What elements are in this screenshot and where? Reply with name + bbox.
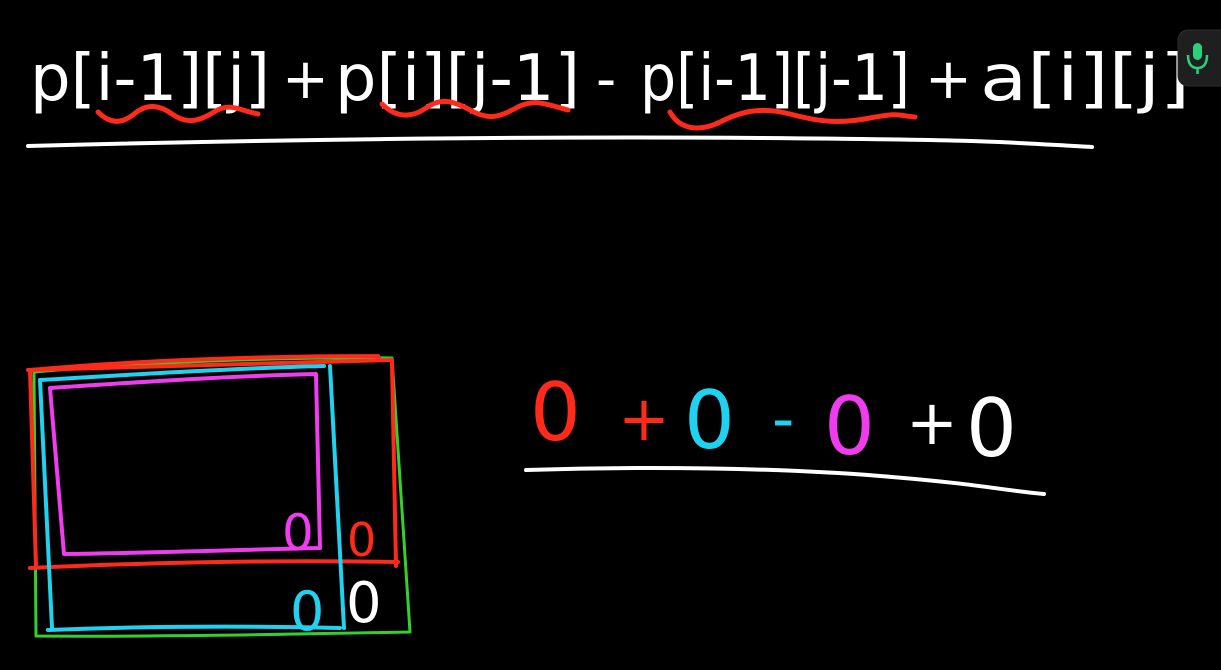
grid-red-top: [26, 358, 394, 372]
grid-cyan-outline: [38, 364, 346, 632]
prefix-grid-diagram: 0 0 0 0: [26, 354, 412, 643]
microphone-button[interactable]: [1177, 29, 1221, 87]
equation-token-3: 0: [684, 374, 735, 467]
formula-underline-red-3: [667, 107, 918, 131]
formula-term-1: p[i-1][j]: [30, 42, 270, 116]
magenta-cell-value: 0: [282, 504, 314, 562]
colored-equation: 0 + 0 - 0 + 0: [524, 366, 1046, 496]
equation-token-7: 0: [966, 382, 1017, 475]
cyan-cell-value: 0: [290, 580, 324, 643]
formula-op-2: -: [596, 47, 616, 112]
formula-op-3: +: [925, 47, 972, 112]
white-cell-value: 0: [346, 571, 382, 636]
grid-magenta-outline: [48, 372, 322, 556]
formula-term-4: a[i][j]: [980, 42, 1190, 116]
formula-term-3: p[i-1][j-1]: [640, 42, 910, 116]
grid-red-outline: [28, 354, 400, 570]
equation-token-1: 0: [530, 366, 581, 459]
equation-token-4: -: [772, 382, 794, 455]
equation-token-6: +: [906, 386, 958, 459]
formula-underline-red-2: [379, 99, 571, 119]
formula-underline: [26, 135, 1094, 149]
grid-green-outline: [32, 356, 412, 638]
formula-op-1: +: [282, 47, 329, 112]
formula-underline-red-1: [95, 104, 261, 124]
formula: p[i-1][j] + p[i][j-1] - p[i-1][j-1] + a[…: [26, 42, 1190, 149]
red-cell-value: 0: [347, 513, 376, 567]
equation-token-5: 0: [824, 380, 875, 473]
equation-token-2: +: [618, 382, 670, 455]
microphone-icon: [1186, 43, 1209, 74]
equation-underline: [524, 466, 1046, 496]
